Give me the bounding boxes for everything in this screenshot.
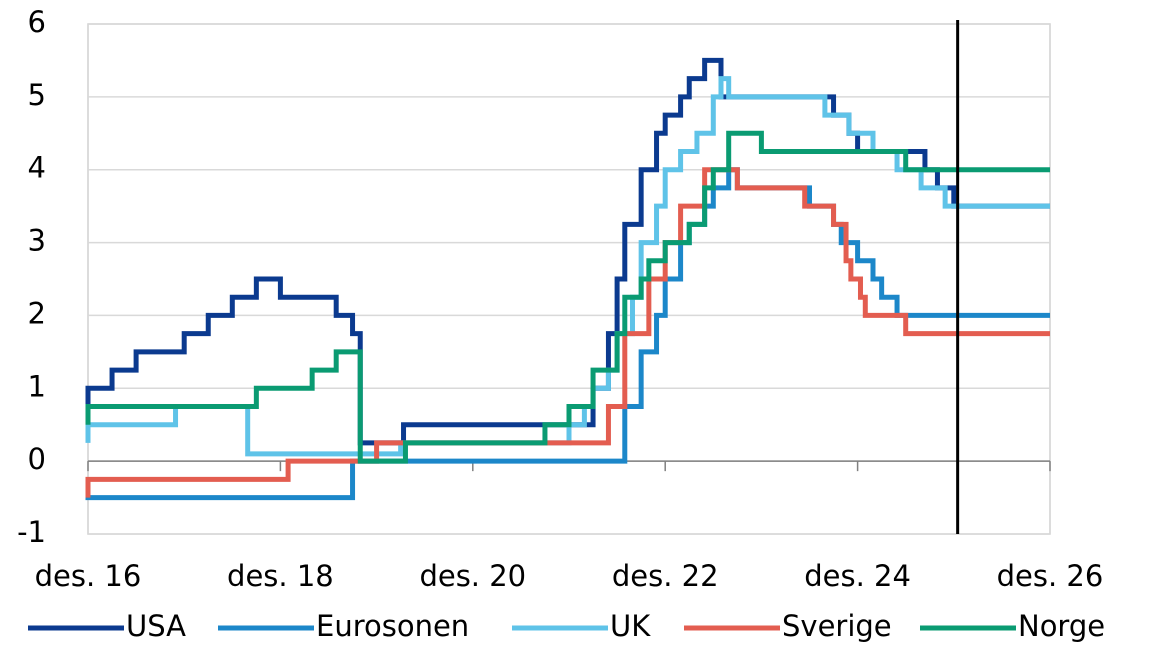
series-line bbox=[85, 167, 1050, 501]
x-tick-label: des. 16 bbox=[35, 559, 142, 593]
series-line bbox=[85, 167, 1050, 498]
series-line bbox=[85, 57, 1050, 446]
x-tick-label: des. 26 bbox=[997, 559, 1104, 593]
y-tick-label: 4 bbox=[28, 151, 46, 185]
x-tick-label: des. 24 bbox=[804, 559, 911, 593]
x-tick-label: des. 18 bbox=[227, 559, 334, 593]
x-tick-label: des. 22 bbox=[612, 559, 719, 593]
plot-area bbox=[87, 23, 1051, 535]
legend-label: Sverige bbox=[782, 609, 892, 643]
legend-label: USA bbox=[126, 609, 186, 643]
y-tick-label: 1 bbox=[28, 369, 46, 403]
series-line bbox=[85, 76, 1050, 457]
y-tick-label: 2 bbox=[28, 296, 46, 330]
y-tick-label: 3 bbox=[28, 224, 46, 258]
y-tick-label: 6 bbox=[28, 5, 46, 39]
y-tick-label: 0 bbox=[28, 442, 46, 476]
legend-label: Norge bbox=[1018, 609, 1105, 643]
y-tick-label: 5 bbox=[28, 78, 46, 112]
legend-label: UK bbox=[610, 609, 651, 643]
legend-label: Eurosonen bbox=[316, 609, 469, 643]
series-line bbox=[85, 130, 1050, 464]
y-tick-label: -1 bbox=[17, 515, 46, 549]
x-tick-label: des. 20 bbox=[419, 559, 526, 593]
